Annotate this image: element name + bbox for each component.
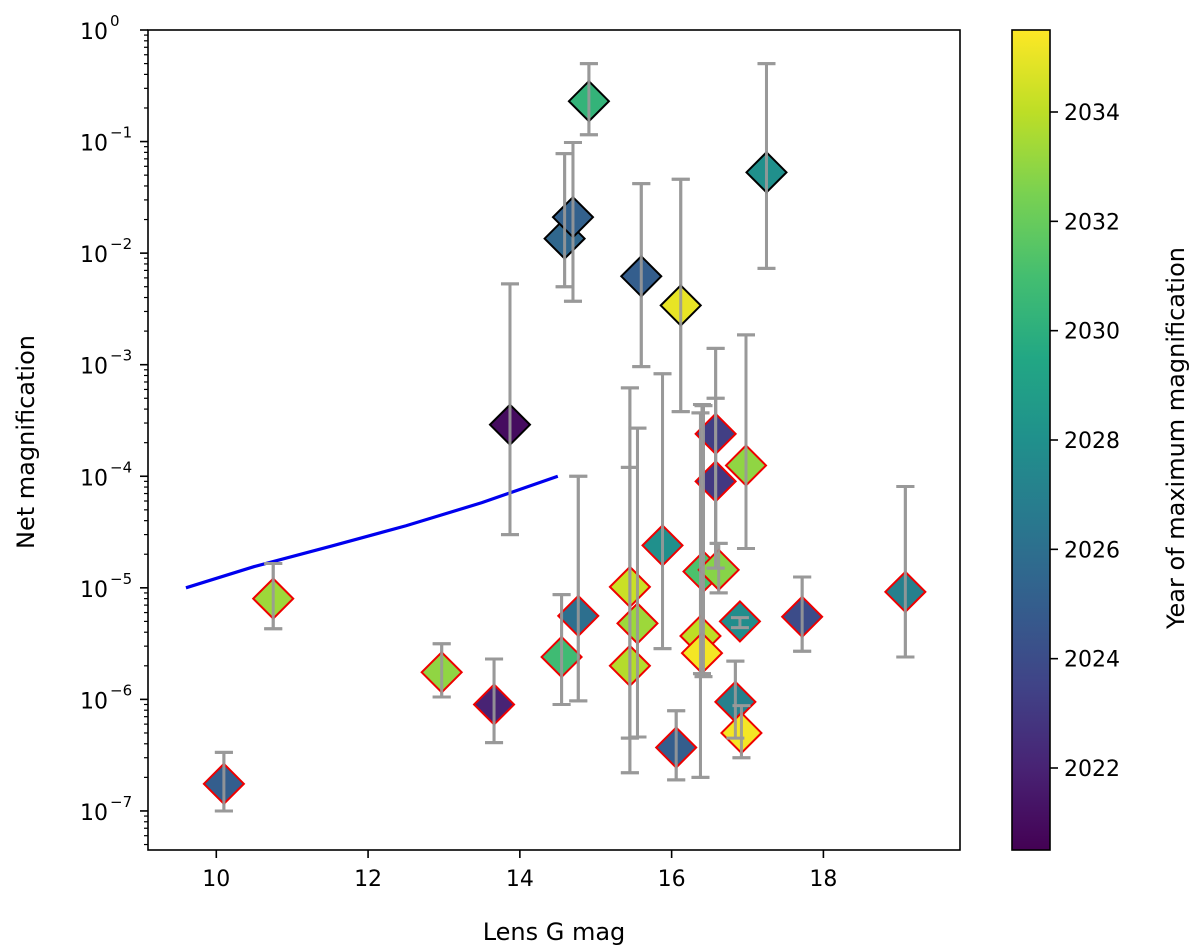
x-tick-label: 14 (506, 867, 534, 892)
plot-area (147, 29, 961, 851)
plot-frame (147, 29, 961, 851)
x-tick-label: 12 (354, 867, 382, 892)
colorbar-tick-label: 2030 (1064, 320, 1120, 345)
y-tick-label: 10 (80, 689, 108, 714)
y-tick-exponent: −6 (110, 681, 132, 699)
y-axis-label: Net magnification (12, 335, 40, 549)
y-tick-label: 10 (80, 243, 108, 268)
colorbar-tick-label: 2034 (1064, 101, 1120, 126)
y-tick-exponent: −4 (110, 458, 132, 476)
y-tick-exponent: −1 (110, 124, 132, 142)
y-tick-exponent: −3 (110, 347, 132, 365)
colorbar-tick-label: 2028 (1064, 429, 1120, 454)
y-tick-label: 10 (80, 466, 108, 491)
y-tick-label: 10 (80, 132, 108, 157)
y-tick-exponent: −2 (110, 235, 132, 253)
y-tick-label: 10 (80, 20, 108, 45)
colorbar: 2022 2024 2026 2028 2030 2032 2034 (1011, 29, 1120, 851)
colorbar-label: Year of maximum magnification (1162, 247, 1190, 630)
x-tick-label: 16 (658, 867, 686, 892)
y-tick-exponent: −7 (110, 793, 132, 811)
y-tick-label: 10 (80, 355, 108, 380)
threshold-curve (185, 474, 559, 590)
y-tick-label: 10 (80, 578, 108, 603)
colorbar-tick-label: 2022 (1064, 757, 1120, 782)
y-tick-label: 10 (80, 801, 108, 826)
y-tick-exponent: 0 (110, 12, 120, 30)
colorbar-gradient (1011, 29, 1051, 851)
x-axis: 10 12 14 16 18 (202, 850, 837, 892)
colorbar-tick-label: 2024 (1064, 648, 1120, 673)
y-tick-exponent: −5 (110, 570, 132, 588)
x-tick-label: 18 (809, 867, 837, 892)
x-tick-label: 10 (202, 867, 230, 892)
plot-background (148, 30, 960, 850)
x-axis-label: Lens G mag (483, 918, 626, 946)
colorbar-tick-label: 2032 (1064, 210, 1120, 235)
colorbar-tick-label: 2026 (1064, 538, 1120, 563)
